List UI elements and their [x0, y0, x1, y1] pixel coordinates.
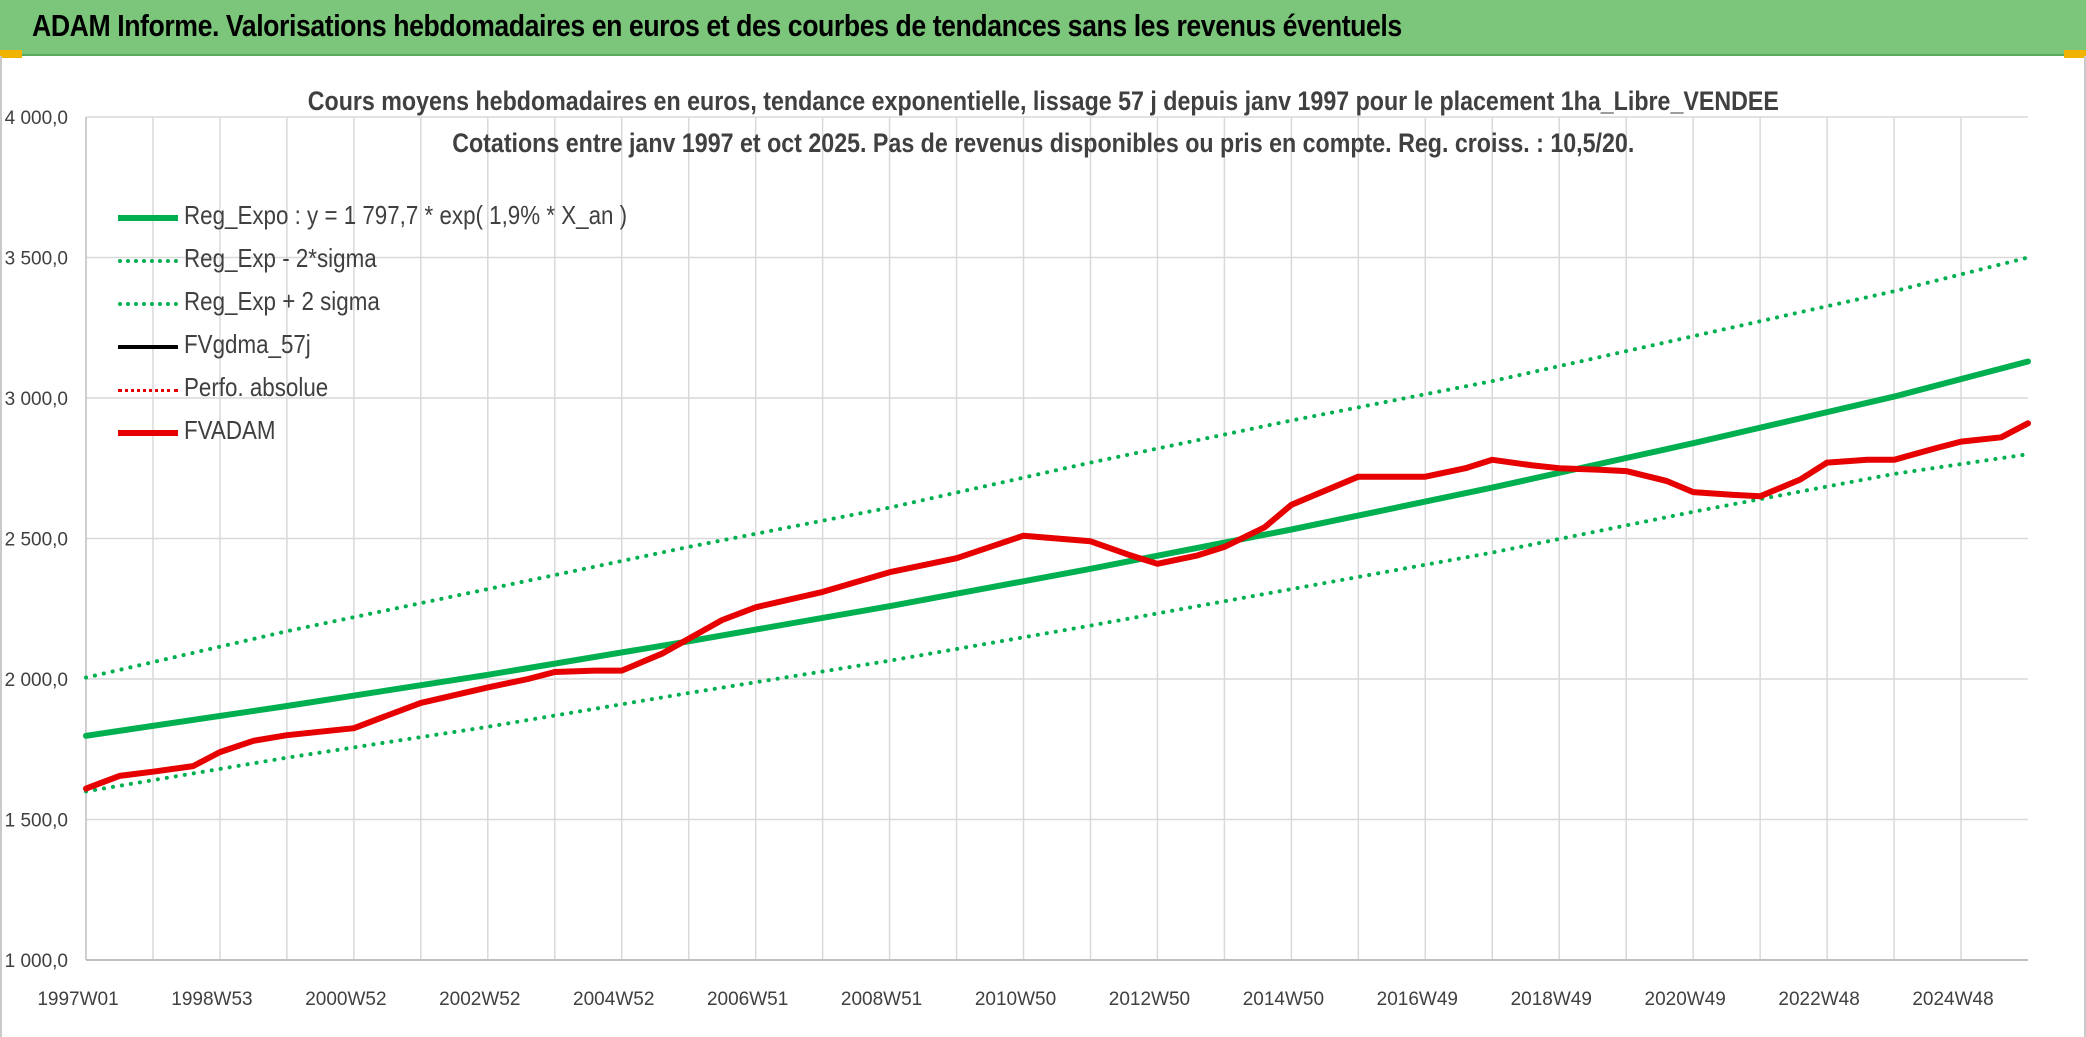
- report-title: ADAM Informe. Valorisations hebdomadaire…: [32, 8, 1402, 43]
- x-tick-label: 2000W52: [305, 989, 386, 1010]
- legend-swatch: [118, 302, 178, 306]
- y-tick-label: 1 500,0: [5, 811, 68, 832]
- x-tick-label: 2020W49: [1645, 989, 1726, 1010]
- x-tick-label: 2012W50: [1109, 989, 1190, 1010]
- x-axis-tick-labels: 1997W01 1998W53 2000W52 2002W52 2004W52 2006W…: [37, 989, 1993, 1010]
- legend-swatch: [118, 388, 178, 392]
- x-tick-label: 2004W52: [573, 989, 654, 1010]
- x-tick-label: 2010W50: [975, 989, 1056, 1010]
- x-tick-label: 2022W48: [1778, 989, 1859, 1010]
- series-lines: [83, 255, 2031, 794]
- legend-swatch: [118, 259, 178, 263]
- legend-swatch: [118, 345, 178, 349]
- legend-label: Reg_Exp - 2*sigma: [184, 243, 377, 273]
- y-axis-tick-labels: 1 000,0 1 500,0 2 000,0 2 500,0 3 000,0 3 500…: [5, 108, 68, 972]
- legend-swatch: [118, 215, 178, 221]
- y-tick-label: 1 000,0: [5, 951, 68, 972]
- x-tick-label: 2008W51: [841, 989, 922, 1010]
- trend-chart: 1 000,0 1 500,0 2 000,0 2 500,0 3 000,0 3 500…: [5, 108, 2031, 1010]
- chart-title-line-1: Cours moyens hebdomadaires en euros, ten…: [307, 86, 1779, 116]
- x-tick-label: 2024W48: [1912, 989, 1993, 1010]
- report-header: ADAM Informe. Valorisations hebdomadaire…: [0, 0, 2086, 56]
- y-tick-label: 3 000,0: [5, 389, 68, 410]
- series-line-reg-expo: [83, 358, 2031, 739]
- x-tick-label: 2006W51: [707, 989, 788, 1010]
- y-tick-label: 4 000,0: [5, 108, 68, 129]
- legend-label: FVADAM: [184, 415, 276, 445]
- legend-label: Perfo. absolue: [184, 372, 329, 402]
- x-tick-label: 1997W01: [37, 989, 118, 1010]
- legend-swatch: [118, 430, 178, 436]
- x-tick-label: 1998W53: [171, 989, 252, 1010]
- legend-label: FVgdma_57j: [184, 329, 311, 359]
- legend-label: Reg_Exp + 2 sigma: [184, 286, 380, 316]
- y-tick-label: 2 000,0: [5, 670, 68, 691]
- series-line-reg-exp: [84, 452, 2030, 794]
- corner-accent-right: [2064, 50, 2086, 58]
- series-line-fvadam: [83, 420, 2031, 792]
- chart-area: 1 000,0 1 500,0 2 000,0 2 500,0 3 000,0 3 500…: [0, 56, 2086, 1037]
- series-line-reg-exp: [84, 255, 2030, 680]
- x-tick-label: 2014W50: [1243, 989, 1324, 1010]
- x-tick-label: 2016W49: [1377, 989, 1458, 1010]
- corner-accent-left: [0, 50, 22, 58]
- chart-title-line-2: Cotations entre janv 1997 et oct 2025. P…: [451, 128, 1635, 158]
- legend-label: Reg_Expo : y = 1 797,7 * exp( 1,9% * X_a…: [184, 200, 628, 230]
- x-tick-label: 2002W52: [439, 989, 520, 1010]
- y-tick-label: 3 500,0: [5, 249, 68, 270]
- y-tick-label: 2 500,0: [5, 530, 68, 551]
- x-tick-label: 2018W49: [1511, 989, 1592, 1010]
